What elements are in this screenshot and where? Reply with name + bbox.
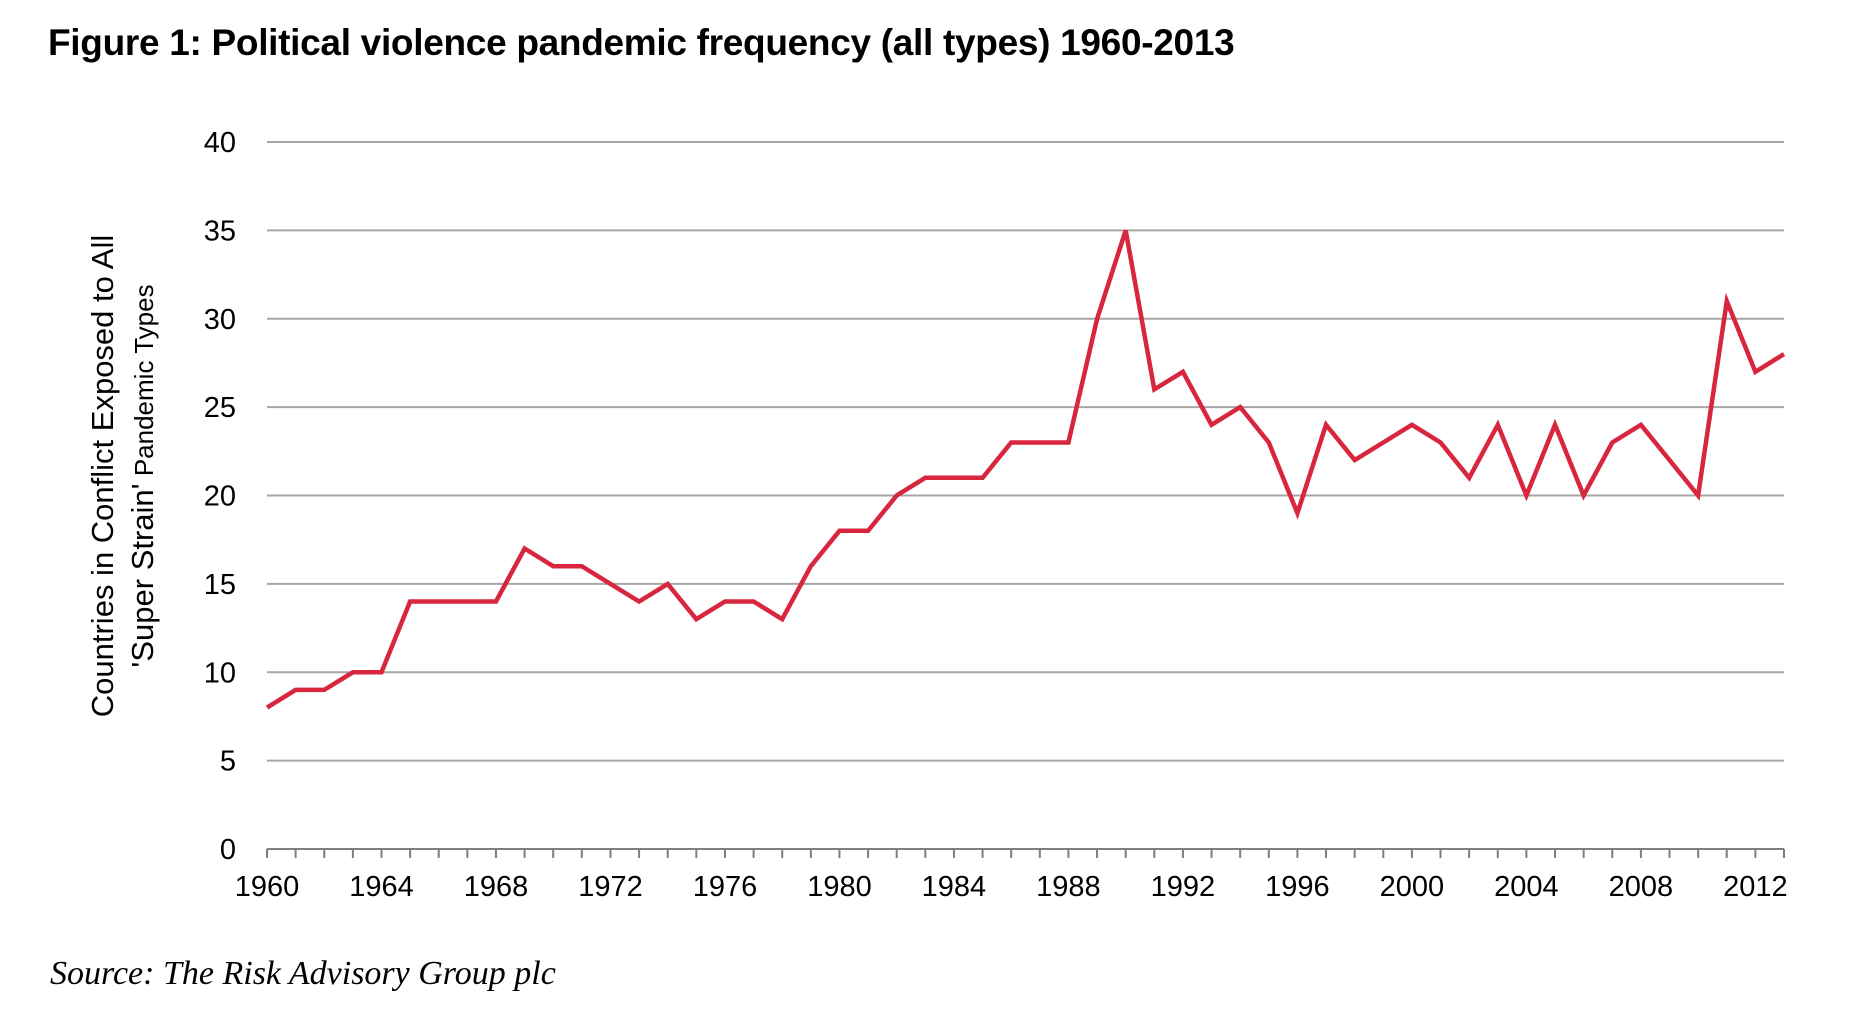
x-tick-label-2000: 2000 [1380, 871, 1445, 903]
x-tick-label-1960: 1960 [235, 871, 300, 903]
y-tick-label-20: 20 [204, 481, 236, 513]
y-tick-label-40: 40 [204, 127, 236, 159]
y-tick-label-5: 5 [220, 746, 236, 778]
y-axis-title-line2-main: 'Super Strain' [125, 483, 160, 667]
gridlines [267, 141, 1784, 762]
y-tick-label-30: 30 [204, 304, 236, 336]
figure-title: Figure 1: Political violence pandemic fr… [48, 22, 1235, 63]
y-axis-title-line2: 'Super Strain' Pandemic Types [125, 284, 160, 667]
y-tick-label-10: 10 [204, 657, 236, 689]
x-tick-label-1972: 1972 [578, 871, 643, 903]
x-tick-label-1988: 1988 [1036, 871, 1101, 903]
x-tick-label-1968: 1968 [464, 871, 529, 903]
x-tick-label-1964: 1964 [349, 871, 414, 903]
y-axis-title-line2-small [129, 476, 159, 483]
x-tick-label-1984: 1984 [922, 871, 987, 903]
x-tick-label-1976: 1976 [693, 871, 758, 903]
y-tick-label-0: 0 [220, 834, 236, 866]
x-axis [266, 848, 1785, 858]
series [265, 229, 1786, 710]
y-tick-label-15: 15 [204, 569, 236, 601]
y-tick-labels: 0 5 10 15 20 25 30 35 40 [204, 127, 236, 866]
series-line-0 [265, 229, 1786, 710]
x-tick-labels: 1960 1964 1968 1972 1976 1980 1984 1988 1992 1996… [235, 871, 1788, 903]
source-note: Source: The Risk Advisory Group plc [50, 955, 556, 992]
y-tick-label-35: 35 [204, 215, 236, 247]
x-tick-label-2004: 2004 [1494, 871, 1559, 903]
x-tick-label-1996: 1996 [1265, 871, 1330, 903]
x-tick-label-2008: 2008 [1609, 871, 1674, 903]
y-axis-title-line2-small-text: Pandemic Types [129, 284, 159, 476]
x-tick-label-1992: 1992 [1151, 871, 1216, 903]
y-axis-title-line1: Countries in Conflict Exposed to All [85, 235, 120, 717]
x-tick-label-1980: 1980 [807, 871, 872, 903]
x-tick-label-2012: 2012 [1723, 871, 1788, 903]
y-tick-label-25: 25 [204, 392, 236, 424]
